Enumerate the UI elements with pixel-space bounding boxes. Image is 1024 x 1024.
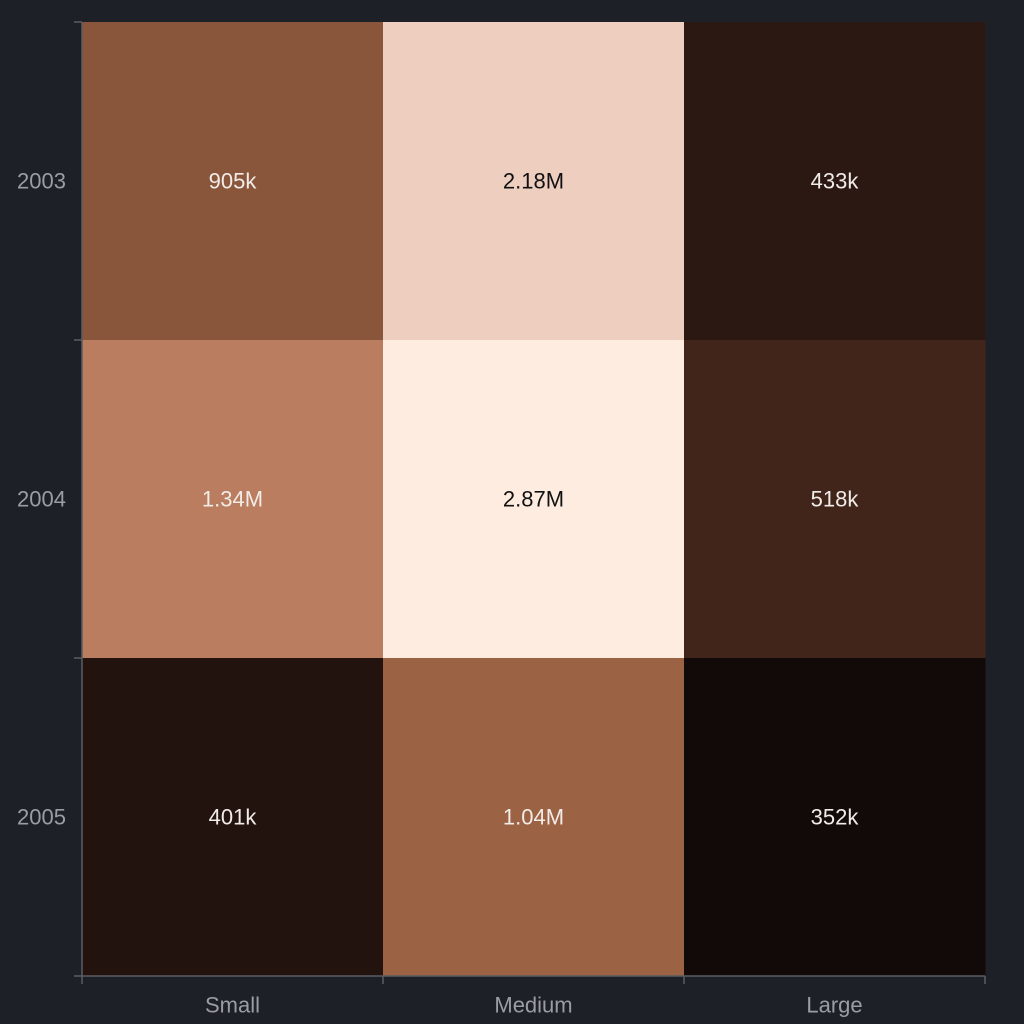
x-tick-label-small: Small <box>205 993 260 1018</box>
cell-value-label: 1.34M <box>202 487 263 512</box>
heatmap-cell-2004-large <box>684 340 986 659</box>
cell-value-label: 2.18M <box>503 169 564 194</box>
cell-value-label: 401k <box>209 805 258 830</box>
heatmap-cell-2005-large <box>684 658 986 977</box>
heatmap-cell-labels: 905k 2.18M 433k 1.34M 2.87M 518k 401k 1.04M 352k <box>202 169 859 830</box>
cell-value-label: 2.87M <box>503 487 564 512</box>
heatmap-cell-2003-small <box>82 22 384 341</box>
chart-axes <box>81 22 985 977</box>
heatmap-cell-2004-medium <box>383 340 685 659</box>
heatmap-cell-2004-small <box>82 340 384 659</box>
axis-tick-labels: Small Medium Large 2003 2004 2005 <box>17 169 863 1018</box>
heatmap-cell-2003-medium <box>383 22 685 341</box>
heatmap-cell-2003-large <box>684 22 986 341</box>
y-tick-label-2005: 2005 <box>17 805 66 830</box>
heatmap-cell-2005-small <box>82 658 384 977</box>
heatmap-cell-2005-medium <box>383 658 685 977</box>
x-tick-label-medium: Medium <box>494 993 572 1018</box>
cell-value-label: 352k <box>811 805 860 830</box>
cell-value-label: 518k <box>811 487 860 512</box>
y-tick-label-2003: 2003 <box>17 169 66 194</box>
x-tick-label-large: Large <box>806 993 862 1018</box>
y-tick-label-2004: 2004 <box>17 487 66 512</box>
axis-ticks <box>74 21 986 984</box>
cell-value-label: 433k <box>811 169 860 194</box>
cell-value-label: 1.04M <box>503 805 564 830</box>
cell-value-label: 905k <box>209 169 258 194</box>
heatmap-cells <box>82 22 986 977</box>
